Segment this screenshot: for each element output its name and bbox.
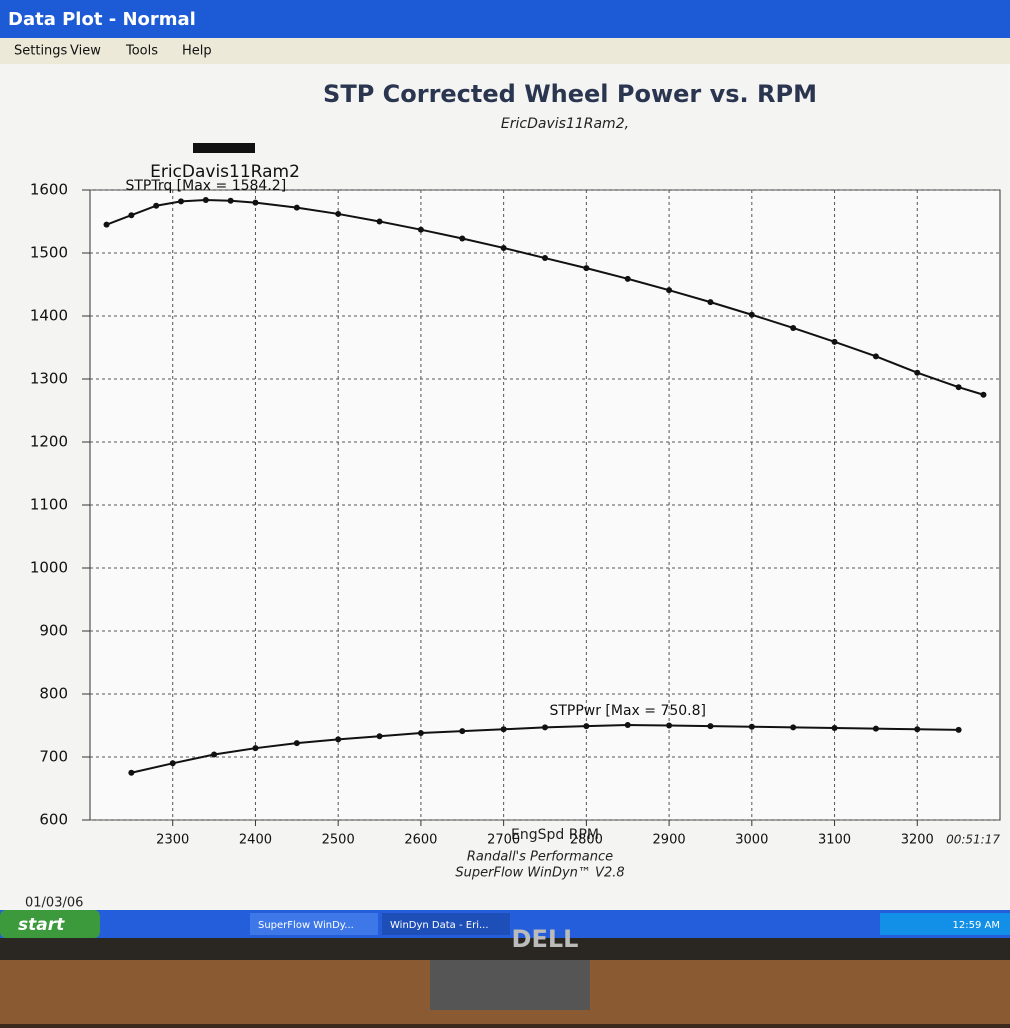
- task-button[interactable]: [250, 913, 378, 935]
- data-point: [955, 384, 962, 391]
- y-tick-label: 600: [39, 811, 68, 829]
- data-point: [583, 265, 590, 272]
- menu-item[interactable]: Help: [182, 44, 212, 59]
- data-point: [169, 760, 176, 767]
- start-label: start: [18, 915, 65, 935]
- data-point: [872, 725, 879, 732]
- footer-line: Randall's Performance: [467, 850, 613, 865]
- y-tick-label: 1300: [30, 370, 68, 388]
- data-point: [153, 202, 160, 209]
- x-tick-label: 2300: [156, 833, 189, 848]
- data-point: [211, 751, 218, 758]
- data-point: [666, 287, 673, 294]
- series-label: STPTrq [Max = 1584.2]: [125, 178, 286, 194]
- data-point: [542, 724, 548, 731]
- data-point: [252, 199, 259, 206]
- data-point: [831, 725, 838, 732]
- menu-item[interactable]: Tools: [125, 44, 158, 59]
- data-point: [914, 369, 921, 376]
- data-point: [376, 218, 383, 225]
- data-point: [748, 311, 755, 318]
- data-point: [872, 353, 879, 360]
- menu-item[interactable]: Settings: [14, 44, 68, 59]
- data-point: [748, 723, 755, 730]
- time: 00:51:17: [946, 833, 1000, 847]
- y-tick-label: 900: [39, 622, 68, 640]
- data-point: [459, 235, 466, 242]
- title-bar: [0, 0, 1010, 38]
- menu-bar: [0, 38, 1010, 64]
- x-tick-label: 2400: [239, 833, 272, 848]
- data-point: [707, 299, 714, 306]
- y-tick-label: 1500: [30, 244, 68, 262]
- data-point: [252, 745, 259, 752]
- data-point: [500, 726, 507, 733]
- data-point: [980, 391, 987, 398]
- x-tick-label: 2500: [322, 833, 355, 848]
- x-tick-label: 2600: [404, 833, 437, 848]
- y-tick-label: 1600: [30, 181, 68, 199]
- data-point: [293, 740, 300, 747]
- task-label: SuperFlow WinDy...: [258, 920, 354, 931]
- data-point: [955, 726, 962, 733]
- data-point: [459, 728, 466, 735]
- x-tick-label: 3200: [901, 833, 934, 848]
- y-tick-label: 1200: [30, 433, 68, 451]
- data-point: [335, 210, 342, 217]
- data-point: [831, 338, 838, 345]
- chart-subtitle: EricDavis11Ram2,: [501, 116, 629, 132]
- data-point: [417, 730, 424, 737]
- monitor-stand: [430, 960, 590, 1010]
- data-point: [790, 324, 797, 331]
- data-point: [583, 723, 590, 730]
- data-point: [417, 226, 424, 233]
- tray: [880, 913, 1010, 935]
- menu-item[interactable]: View: [70, 44, 101, 59]
- monitor-brand: DELL: [512, 925, 579, 953]
- date: 01/03/06: [25, 896, 83, 911]
- y-tick-label: 800: [39, 685, 68, 703]
- data-point: [227, 197, 234, 204]
- data-point: [914, 726, 921, 733]
- task-label: WinDyn Data - Eri...: [390, 920, 489, 931]
- data-point: [666, 722, 673, 729]
- window-title: Data Plot - Normal: [8, 9, 196, 30]
- data-point: [624, 721, 631, 728]
- task-button[interactable]: [382, 913, 510, 935]
- data-point: [293, 204, 300, 211]
- x-tick-label: 3100: [818, 833, 851, 848]
- x-tick-label: 2700: [487, 833, 520, 848]
- data-point: [335, 736, 342, 743]
- data-point: [103, 221, 110, 228]
- clock: 12:59 AM: [953, 920, 1000, 931]
- series-label: STPPwr [Max = 750.8]: [549, 703, 706, 719]
- data-point: [128, 212, 135, 219]
- data-point: [128, 769, 135, 776]
- legend-swatch: [193, 143, 255, 153]
- x-tick-label: 2900: [653, 833, 686, 848]
- data-point: [707, 723, 714, 730]
- y-tick-label: 700: [39, 748, 68, 766]
- footer-line: SuperFlow WinDyn™ V2.8: [455, 866, 624, 881]
- x-tick-label: 2800: [570, 833, 603, 848]
- x-tick-label: 3000: [735, 833, 768, 848]
- data-point: [542, 255, 548, 262]
- y-tick-label: 1400: [30, 307, 68, 325]
- data-point: [790, 724, 797, 731]
- data-point: [500, 244, 507, 251]
- data-point: [624, 275, 631, 282]
- data-point: [202, 196, 209, 203]
- start-button[interactable]: [0, 910, 100, 938]
- data-point: [376, 733, 383, 740]
- y-tick-label: 1100: [30, 496, 68, 514]
- chart-title: STP Corrected Wheel Power vs. RPM: [323, 80, 817, 108]
- data-point: [178, 198, 184, 205]
- x-axis-label: EngSpd RPM: [511, 827, 599, 843]
- y-tick-label: 1000: [30, 559, 68, 577]
- legend-label: EricDavis11Ram2: [150, 162, 300, 182]
